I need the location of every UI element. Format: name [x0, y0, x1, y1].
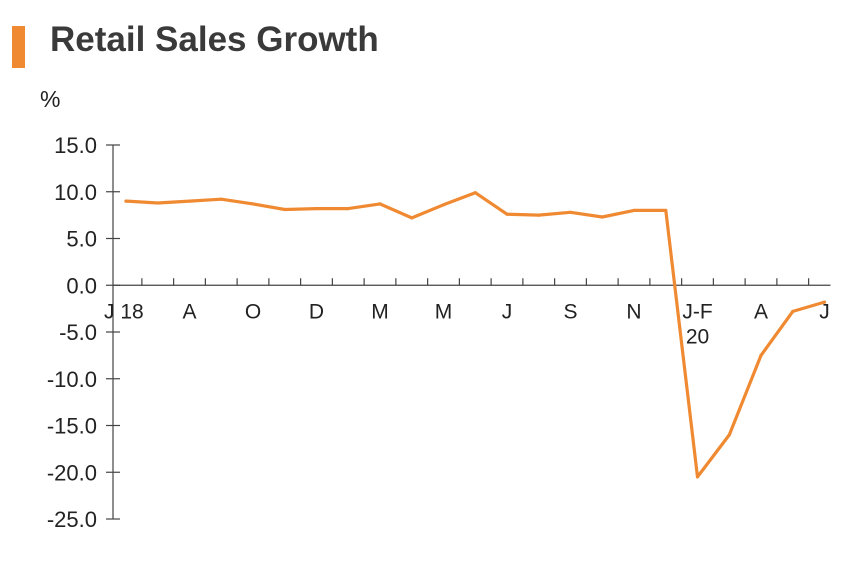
data-point — [759, 353, 763, 357]
y-axis-unit-label: % — [40, 86, 61, 112]
title-accent-bar — [12, 26, 25, 68]
data-point — [600, 215, 604, 219]
x-tick-label: O — [245, 300, 261, 323]
data-point — [346, 206, 350, 211]
x-tick-label: A — [182, 300, 196, 323]
data-point — [568, 210, 573, 214]
y-tick-label: 15.0 — [54, 133, 97, 158]
x-tick-label: D — [309, 300, 324, 323]
data-point — [187, 199, 192, 203]
data-point — [441, 203, 446, 207]
x-tick-label: N — [626, 300, 641, 323]
x-tick-label: J 18 — [104, 300, 144, 323]
data-point — [632, 208, 636, 213]
y-tick-label: -25.0 — [47, 507, 97, 532]
y-tick-label: -5.0 — [59, 320, 97, 345]
y-tick-label: -20.0 — [47, 460, 97, 485]
data-point — [156, 201, 160, 205]
y-tick-label: 10.0 — [54, 180, 97, 205]
data-point — [727, 433, 731, 437]
data-point — [124, 199, 128, 203]
data-point — [283, 207, 287, 212]
x-tick-label: M — [435, 300, 453, 323]
data-point — [822, 300, 827, 304]
x-tick-label: A — [754, 300, 768, 323]
x-tick-label: J — [819, 300, 830, 323]
data-point — [791, 309, 795, 314]
data-point — [505, 212, 509, 216]
series-line — [124, 191, 827, 479]
x-tick-label: J-F 20 — [682, 300, 712, 348]
x-tick-label: M — [371, 300, 389, 323]
data-point — [473, 191, 477, 195]
x-tick-label: J — [502, 300, 513, 323]
data-point — [219, 197, 223, 201]
data-point — [251, 202, 255, 206]
y-tick-label: 5.0 — [66, 227, 97, 252]
data-point — [537, 213, 541, 217]
data-point — [314, 206, 319, 211]
data-point — [378, 202, 382, 206]
data-point — [664, 208, 668, 213]
y-tick-label: 0.0 — [66, 273, 97, 298]
data-point — [695, 475, 700, 479]
data-point — [410, 216, 414, 220]
x-tick-label: S — [563, 300, 577, 323]
chart-title: Retail Sales Growth — [50, 20, 379, 59]
y-tick-label: -10.0 — [47, 367, 97, 392]
y-tick-label: -15.0 — [47, 414, 97, 439]
